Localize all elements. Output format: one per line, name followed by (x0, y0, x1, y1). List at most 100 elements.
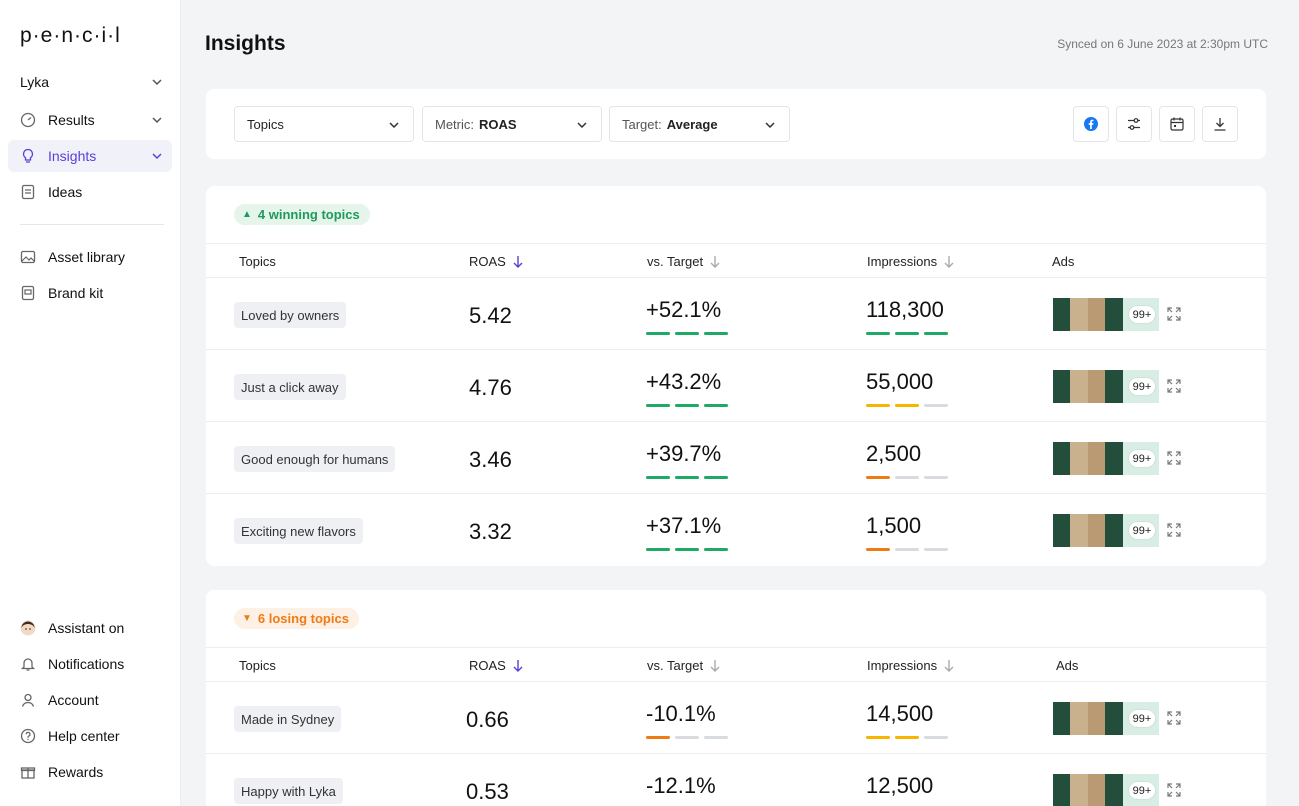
vs-target-value: -10.1% (646, 701, 716, 726)
expand-icon[interactable] (1167, 523, 1181, 537)
impressions-value: 12,500 (866, 773, 934, 798)
impressions-bars (866, 736, 948, 739)
column-label: Topics (239, 658, 276, 673)
roas-value: 0.66 (466, 707, 509, 732)
impressions-value: 118,300 (866, 297, 944, 322)
topic-tag[interactable]: Made in Sydney (234, 706, 342, 732)
roas-value: 4.76 (469, 375, 512, 400)
group-by-value: Topics (247, 116, 284, 132)
table-row[interactable]: Happy with Lyka 0.53 -12.1% 12,500 99+ (206, 754, 1266, 806)
ads-thumbnails[interactable]: 99+ (1053, 774, 1159, 806)
column-label: ROAS (469, 658, 506, 673)
expand-icon[interactable] (1167, 711, 1181, 725)
sidebar-item-label: Assistant on (48, 620, 125, 636)
column-header-impressions[interactable]: Impressions (867, 254, 955, 269)
sidebar-item-insights[interactable]: Insights (8, 140, 172, 172)
vs-target-bars (646, 736, 728, 739)
chevron-down-icon (152, 79, 162, 86)
sidebar-item-brand-kit[interactable]: Brand kit (8, 277, 172, 309)
column-header-topics: Topics (239, 658, 276, 673)
ads-count: 99+ (1129, 710, 1155, 727)
sidebar-item-label: Results (48, 112, 95, 128)
table-row[interactable]: Just a click away 4.76 +43.2% 55,000 99+ (206, 350, 1266, 422)
sidebar-item-label: Notifications (48, 656, 125, 672)
sidebar-item-label: Brand kit (48, 285, 104, 301)
column-header-vs-target[interactable]: vs. Target (647, 254, 721, 269)
column-header-vs-target[interactable]: vs. Target (647, 658, 721, 673)
column-label: Topics (239, 254, 276, 269)
topic-tag[interactable]: Exciting new flavors (234, 518, 363, 544)
column-header-ads: Ads (1056, 658, 1078, 673)
column-label: Ads (1052, 254, 1075, 269)
table-header: Topics ROAS vs. Target Impressions Ads (206, 647, 1266, 682)
ads-thumbnails[interactable]: 99+ (1053, 514, 1159, 547)
vs-target-value: -12.1% (646, 773, 716, 798)
calendar-icon (1170, 117, 1184, 131)
ads-count: 99+ (1129, 450, 1155, 467)
column-header-roas[interactable]: ROAS (469, 254, 524, 269)
topic-tag[interactable]: Just a click away (234, 374, 346, 400)
metric-select[interactable]: Metric: ROAS (422, 106, 602, 142)
roas-value: 3.32 (469, 519, 512, 544)
topic-tag[interactable]: Loved by owners (234, 302, 347, 328)
ads-thumbnails[interactable]: 99+ (1053, 298, 1159, 331)
ads-count: 99+ (1129, 782, 1155, 799)
ads-thumbnails[interactable]: 99+ (1053, 442, 1159, 475)
column-header-roas[interactable]: ROAS (469, 658, 524, 673)
expand-icon[interactable] (1167, 783, 1181, 797)
column-label: Ads (1056, 658, 1079, 673)
sliders-icon (1128, 118, 1140, 130)
triangle-down-icon: ▼ (242, 613, 252, 624)
table-row[interactable]: Good enough for humans 3.46 +39.7% 2,500… (206, 422, 1266, 494)
impressions-bars (866, 332, 948, 335)
sidebar-item-asset-library[interactable]: Asset library (8, 241, 172, 273)
sidebar-item-assistant[interactable]: Assistant on (8, 612, 172, 644)
topic-tag[interactable]: Happy with Lyka (234, 778, 343, 804)
sidebar-item-rewards[interactable]: Rewards (8, 756, 172, 788)
sidebar-item-results[interactable]: Results (8, 104, 172, 136)
main-content: Insights Synced on 6 June 2023 at 2:30pm… (181, 0, 1299, 806)
target-select[interactable]: Target: Average (609, 106, 790, 142)
sidebar-item-label: Account (48, 692, 99, 708)
topic-tag[interactable]: Good enough for humans (234, 446, 396, 472)
sidebar-divider (20, 224, 164, 225)
expand-icon[interactable] (1167, 379, 1181, 393)
ads-thumbnails[interactable]: 99+ (1053, 370, 1159, 403)
facebook-platform-button[interactable] (1073, 106, 1109, 142)
impressions-bars (866, 404, 948, 407)
chevron-down-icon (577, 122, 587, 129)
table-row[interactable]: Loved by owners 5.42 +52.1% 118,300 99+ (206, 278, 1266, 350)
chevron-down-icon (389, 122, 399, 129)
date-range-button[interactable] (1159, 106, 1195, 142)
vs-target-bars (646, 404, 728, 407)
vs-target-bars (646, 476, 728, 479)
impressions-bars (866, 476, 948, 479)
download-button[interactable] (1202, 106, 1238, 142)
sidebar-item-help-center[interactable]: Help center (8, 720, 172, 752)
table-row[interactable]: Exciting new flavors 3.32 +37.1% 1,500 9… (206, 494, 1266, 566)
group-by-select[interactable]: Topics (234, 106, 414, 142)
gift-icon (20, 764, 36, 780)
badge-label: 4 winning topics (257, 207, 360, 222)
sidebar-item-account[interactable]: Account (8, 684, 172, 716)
column-header-impressions[interactable]: Impressions (867, 658, 955, 673)
sort-arrow-down-icon (513, 255, 523, 268)
roas-value: 3.46 (469, 447, 512, 472)
sidebar-item-ideas[interactable]: Ideas (8, 176, 172, 208)
vs-target-bars (646, 548, 728, 551)
image-icon (20, 249, 36, 265)
expand-icon[interactable] (1167, 307, 1181, 321)
column-label: vs. Target (647, 254, 704, 269)
chevron-down-icon (152, 153, 162, 160)
ads-thumbnails[interactable]: 99+ (1053, 702, 1159, 735)
org-switcher[interactable]: Lyka (20, 74, 164, 90)
expand-icon[interactable] (1167, 451, 1181, 465)
sidebar-item-notifications[interactable]: Notifications (8, 648, 172, 680)
page-title: Insights (205, 32, 286, 55)
filters-button[interactable] (1116, 106, 1152, 142)
help-icon (20, 728, 36, 744)
table-row[interactable]: Made in Sydney 0.66 -10.1% 14,500 99+ (206, 682, 1266, 754)
losing-topics-badge: ▼ 6 losing topics (234, 608, 359, 629)
pencil-logo[interactable]: p·e·n·c·i·l (20, 24, 121, 47)
chevron-down-icon (765, 122, 775, 129)
